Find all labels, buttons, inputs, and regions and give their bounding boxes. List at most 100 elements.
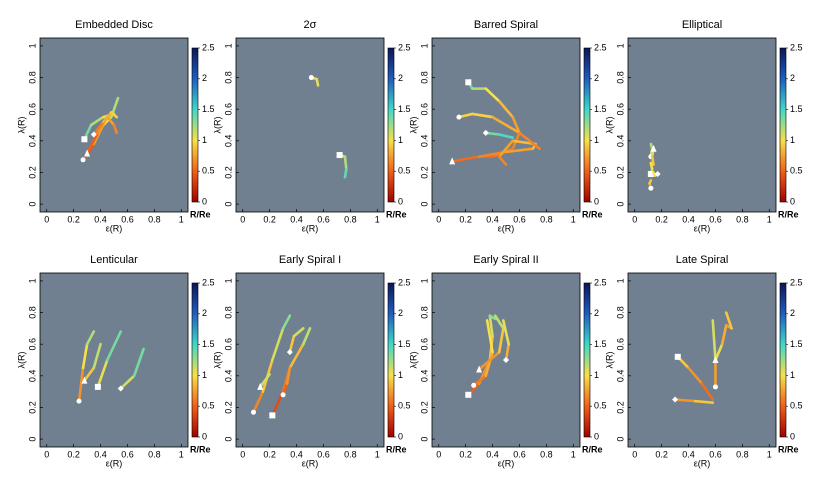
colorbar-tick-label: 2 (398, 73, 403, 83)
track-segment (497, 139, 515, 158)
colorbar (387, 47, 395, 203)
colorbar-tick-label: 1.5 (594, 339, 607, 349)
x-tick-label: 1 (375, 214, 380, 224)
track-segment (497, 327, 505, 354)
track-segment (502, 319, 510, 346)
colorbar-tick-label: 0.5 (790, 166, 803, 176)
y-tick-label: 0.6 (223, 103, 233, 116)
y-tick-label: 0.8 (615, 71, 625, 84)
colorbar-tick-label: 2 (594, 308, 599, 318)
track-segment (497, 133, 515, 139)
track-segment (673, 398, 697, 403)
track-segment (652, 171, 657, 177)
x-tick-label: 0.6 (121, 449, 134, 459)
y-axis-label: λ(R) (16, 352, 26, 369)
y-tick-label: 0.6 (419, 338, 429, 351)
x-tick-label: 0.4 (94, 449, 107, 459)
y-tick-label: 0.8 (419, 71, 429, 84)
colorbar-label: R/Re (386, 209, 407, 219)
start-marker (81, 136, 88, 143)
y-tick-label: 0.2 (27, 166, 37, 179)
colorbar-label: R/Re (778, 209, 799, 219)
x-tick-label: 0.6 (121, 214, 134, 224)
colorbar-tick-label: 2 (594, 73, 599, 83)
y-tick-label: 0.8 (223, 71, 233, 84)
track-segment (485, 319, 494, 354)
x-tick-label: 0.4 (290, 214, 303, 224)
x-tick-label: 0.8 (344, 449, 357, 459)
y-tick-label: 0.6 (615, 338, 625, 351)
colorbar-tick-label: 0 (790, 431, 795, 441)
start-marker (654, 171, 661, 178)
track-segment (450, 155, 481, 163)
y-tick-label: 0 (223, 437, 233, 442)
colorbar-tick-label: 0 (202, 196, 207, 206)
track-segment (110, 111, 118, 119)
start-marker (336, 152, 343, 159)
colorbar-tick-label: 2 (398, 308, 403, 318)
track-segment (315, 77, 320, 87)
y-tick-label: 0 (223, 202, 233, 207)
track-segment (649, 142, 654, 151)
x-axis-label: ε(R) (498, 223, 515, 233)
x-tick-label: 0.8 (540, 449, 553, 459)
plot-area (627, 37, 777, 213)
colorbar-tick-label: 1.5 (790, 339, 803, 349)
start-marker (280, 392, 286, 398)
y-tick-label: 0.8 (419, 306, 429, 319)
start-marker (476, 365, 483, 373)
track-segment (488, 314, 494, 338)
y-tick-label: 1 (27, 43, 37, 48)
colorbar-tick-label: 1 (202, 370, 207, 380)
colorbar-tick-label: 1 (790, 135, 795, 145)
track-segment (518, 131, 541, 151)
y-tick-label: 0.4 (223, 370, 233, 383)
track-segment (472, 374, 488, 387)
x-tick-label: 0.6 (317, 214, 330, 224)
x-tick-label: 0.4 (94, 214, 107, 224)
plot-area (627, 272, 777, 448)
x-axis-label: ε(R) (694, 458, 711, 468)
y-tick-label: 0 (27, 202, 37, 207)
colorbar-tick-label: 0.5 (202, 401, 215, 411)
colorbar-tick-label: 0 (398, 196, 403, 206)
track-segment (92, 342, 102, 370)
track-segment (96, 358, 109, 389)
track-segment (281, 314, 292, 330)
x-tick-label: 0.8 (736, 449, 749, 459)
x-tick-label: 0.8 (540, 214, 553, 224)
y-tick-label: 0 (419, 202, 429, 207)
y-tick-label: 0 (27, 437, 37, 442)
y-tick-label: 0.6 (223, 338, 233, 351)
colorbar-tick-label: 0 (398, 431, 403, 441)
y-tick-label: 0.2 (615, 166, 625, 179)
x-tick-label: 0.4 (486, 214, 499, 224)
colorbar-label: R/Re (386, 444, 407, 454)
x-tick-label: 0.6 (709, 214, 722, 224)
colorbar-tick-label: 0.5 (594, 166, 607, 176)
track-segment (105, 330, 123, 362)
x-tick-label: 0.2 (459, 214, 472, 224)
y-tick-label: 1 (615, 43, 625, 48)
colorbar-tick-label: 1.5 (594, 104, 607, 114)
track-segment (650, 155, 655, 166)
colorbar (191, 282, 199, 438)
colorbar-tick-label: 2 (790, 308, 795, 318)
y-tick-label: 0.8 (223, 306, 233, 319)
track-segment (504, 342, 510, 362)
colorbar (779, 47, 787, 203)
track-segment (687, 366, 704, 386)
colorbar-tick-label: 0.5 (790, 401, 803, 411)
colorbar-tick-label: 2 (790, 73, 795, 83)
y-tick-label: 0 (615, 437, 625, 442)
track-segment (724, 311, 733, 330)
start-marker (672, 396, 679, 403)
track-segment (491, 115, 521, 135)
y-tick-label: 0.4 (419, 135, 429, 148)
track-segment (493, 314, 505, 330)
x-tick-label: 0.2 (67, 214, 80, 224)
y-axis-label: λ(R) (408, 117, 418, 134)
y-tick-label: 1 (419, 278, 429, 283)
start-marker (650, 144, 657, 152)
x-tick-label: 0.8 (344, 214, 357, 224)
